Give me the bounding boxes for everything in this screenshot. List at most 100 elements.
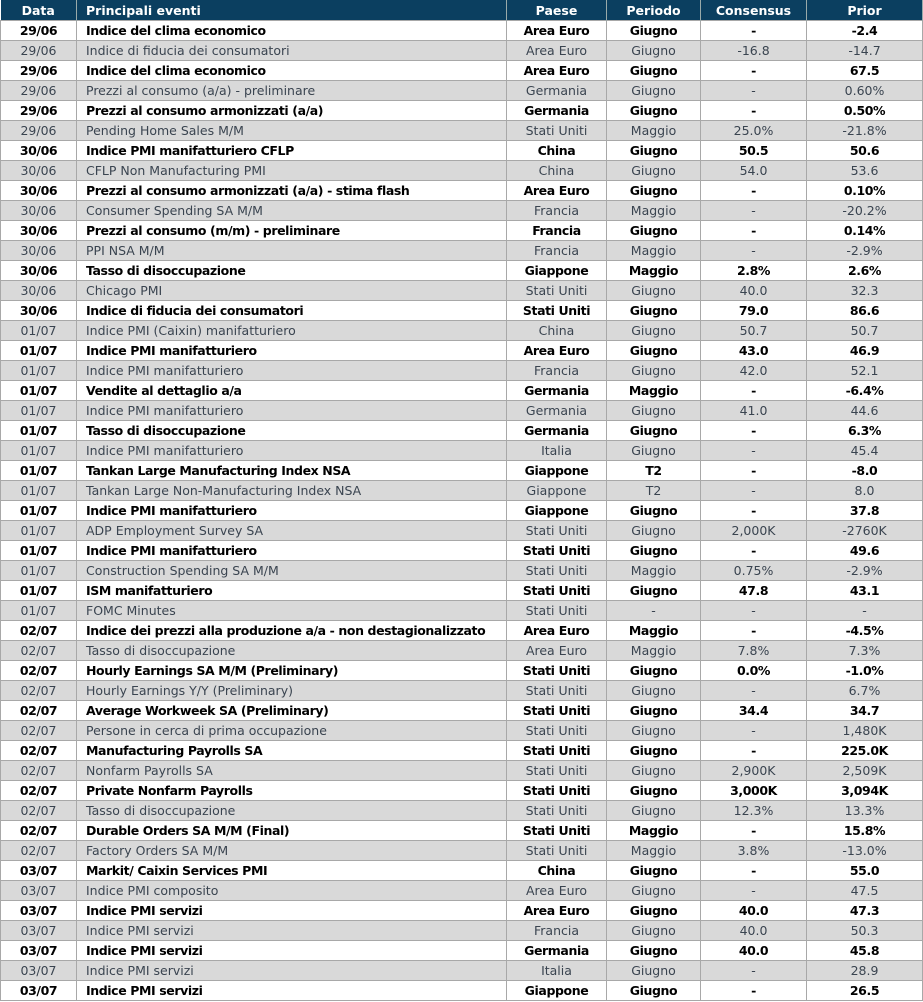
cell-country: Francia xyxy=(506,920,607,941)
cell-prior: 45.8 xyxy=(806,940,923,961)
cell-event: Tankan Large Manufacturing Index NSA xyxy=(76,460,507,481)
cell-period: Giugno xyxy=(606,440,701,461)
cell-consensus: - xyxy=(700,960,807,981)
cell-consensus: 0.0% xyxy=(700,660,807,681)
table-row: 02/07 Private Nonfarm Payrolls Stati Uniti… xyxy=(0,780,923,801)
cell-period: Giugno xyxy=(606,520,701,541)
table-row: 01/07 Indice PMI manifatturiero Stati Unit… xyxy=(0,540,923,561)
cell-date: 02/07 xyxy=(0,740,77,761)
cell-consensus: 2,900K xyxy=(700,760,807,781)
cell-event: Indice PMI servizi xyxy=(76,980,507,1001)
table-row: 30/06 Indice di fiducia dei consumatori St… xyxy=(0,300,923,321)
cell-prior: 52.1 xyxy=(806,360,923,381)
cell-country: Area Euro xyxy=(506,40,607,61)
table-row: 30/06 Indice PMI manifatturiero CFLP China… xyxy=(0,140,923,161)
cell-event: Consumer Spending SA M/M xyxy=(76,200,507,221)
cell-consensus: - xyxy=(700,540,807,561)
cell-country: Francia xyxy=(506,240,607,261)
cell-prior: -2.9% xyxy=(806,560,923,581)
cell-consensus: - xyxy=(700,860,807,881)
cell-country: Francia xyxy=(506,360,607,381)
cell-date: 02/07 xyxy=(0,680,77,701)
cell-period: Giugno xyxy=(606,940,701,961)
cell-date: 01/07 xyxy=(0,360,77,381)
table-row: 30/06 Prezzi al consumo armonizzati (a/a)… xyxy=(0,180,923,201)
cell-period: Giugno xyxy=(606,20,701,41)
cell-period: Giugno xyxy=(606,340,701,361)
cell-country: Stati Uniti xyxy=(506,300,607,321)
cell-prior: 67.5 xyxy=(806,60,923,81)
cell-event: Prezzi al consumo armonizzati (a/a) xyxy=(76,100,507,121)
table-row: 01/07 Tankan Large Non-Manufacturing Inde… xyxy=(0,480,923,501)
cell-period: Giugno xyxy=(606,60,701,81)
cell-event: Indice PMI manifatturiero xyxy=(76,540,507,561)
table-row: 29/06 Indice del clima economico Area Euro… xyxy=(0,20,923,41)
cell-period: Maggio xyxy=(606,240,701,261)
cell-period: Maggio xyxy=(606,640,701,661)
table-row: 01/07 Indice PMI manifatturiero Giappone Gi… xyxy=(0,500,923,521)
cell-prior: -14.7 xyxy=(806,40,923,61)
cell-consensus: 42.0 xyxy=(700,360,807,381)
cell-event: Indice PMI servizi xyxy=(76,920,507,941)
cell-country: Stati Uniti xyxy=(506,520,607,541)
cell-date: 03/07 xyxy=(0,900,77,921)
cell-consensus: 3.8% xyxy=(700,840,807,861)
cell-period: Giugno xyxy=(606,100,701,121)
cell-date: 02/07 xyxy=(0,760,77,781)
cell-date: 01/07 xyxy=(0,580,77,601)
cell-prior: 47.5 xyxy=(806,880,923,901)
cell-country: China xyxy=(506,320,607,341)
cell-country: Stati Uniti xyxy=(506,580,607,601)
table-row: 01/07 Tasso di disoccupazione Germania Giug… xyxy=(0,420,923,441)
cell-prior: 50.3 xyxy=(806,920,923,941)
cell-country: Stati Uniti xyxy=(506,120,607,141)
cell-country: Area Euro xyxy=(506,340,607,361)
cell-date: 03/07 xyxy=(0,880,77,901)
cell-consensus: - xyxy=(700,460,807,481)
cell-period: Giugno xyxy=(606,860,701,881)
cell-date: 03/07 xyxy=(0,940,77,961)
cell-event: Indice di fiducia dei consumatori xyxy=(76,300,507,321)
cell-prior: 6.3% xyxy=(806,420,923,441)
cell-date: 30/06 xyxy=(0,140,77,161)
cell-date: 03/07 xyxy=(0,860,77,881)
cell-consensus: - xyxy=(700,100,807,121)
cell-period: Maggio xyxy=(606,200,701,221)
cell-period: T2 xyxy=(606,480,701,501)
cell-country: Area Euro xyxy=(506,60,607,81)
cell-prior: 1,480K xyxy=(806,720,923,741)
cell-date: 29/06 xyxy=(0,120,77,141)
cell-prior: 2,509K xyxy=(806,760,923,781)
cell-period: T2 xyxy=(606,460,701,481)
cell-consensus: 40.0 xyxy=(700,920,807,941)
cell-event: Tasso di disoccupazione xyxy=(76,640,507,661)
table-row: 01/07 FOMC Minutes Stati Uniti - - - xyxy=(0,600,923,621)
cell-country: Germania xyxy=(506,940,607,961)
cell-period: Giugno xyxy=(606,960,701,981)
cell-prior: 43.1 xyxy=(806,580,923,601)
cell-consensus: - xyxy=(700,620,807,641)
cell-prior: 0.10% xyxy=(806,180,923,201)
cell-period: Giugno xyxy=(606,900,701,921)
cell-period: Maggio xyxy=(606,620,701,641)
table-row: 03/07 Indice PMI servizi Italia Giugno -28.9 xyxy=(0,960,923,981)
cell-date: 30/06 xyxy=(0,300,77,321)
cell-consensus: - xyxy=(700,740,807,761)
cell-event: Chicago PMI xyxy=(76,280,507,301)
cell-prior: 7.3% xyxy=(806,640,923,661)
cell-date: 03/07 xyxy=(0,960,77,981)
cell-country: Francia xyxy=(506,200,607,221)
cell-prior: -13.0% xyxy=(806,840,923,861)
table-row: 30/06 CFLP Non Manufacturing PMI China Giug… xyxy=(0,160,923,181)
cell-date: 30/06 xyxy=(0,200,77,221)
cell-consensus: 47.8 xyxy=(700,580,807,601)
cell-consensus: 2,000K xyxy=(700,520,807,541)
cell-prior: 50.7 xyxy=(806,320,923,341)
table-row: 01/07 Tankan Large Manufacturing Index NS… xyxy=(0,460,923,481)
cell-period: Giugno xyxy=(606,700,701,721)
cell-country: Area Euro xyxy=(506,180,607,201)
table-row: 01/07 Indice PMI manifatturiero Italia Giug… xyxy=(0,440,923,461)
cell-prior: 49.6 xyxy=(806,540,923,561)
cell-prior: 225.0K xyxy=(806,740,923,761)
cell-consensus: - xyxy=(700,200,807,221)
